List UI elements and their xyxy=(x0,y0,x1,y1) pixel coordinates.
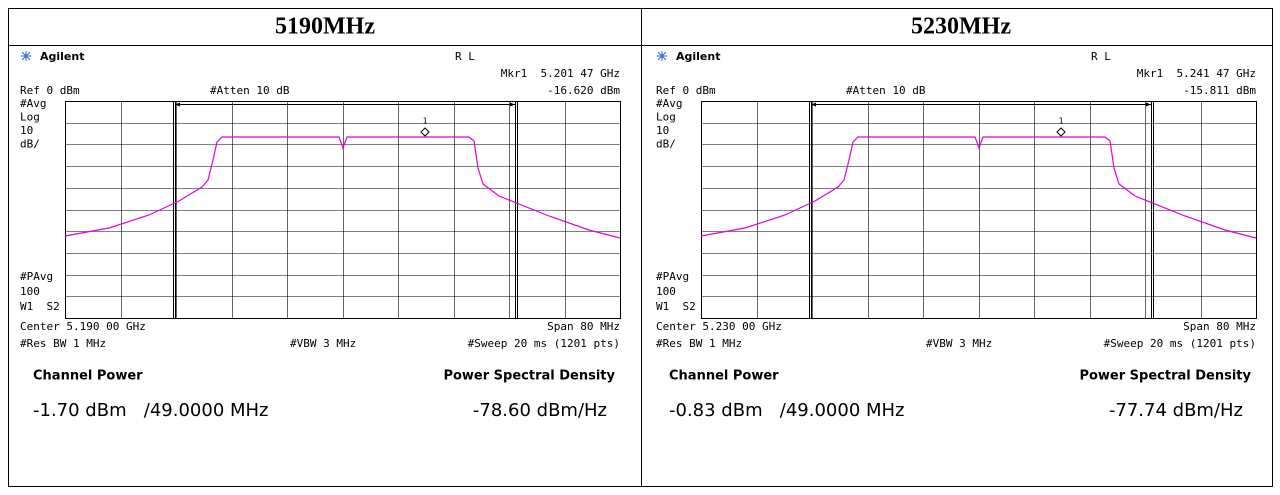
mode: R L xyxy=(1091,50,1111,63)
icon-ray xyxy=(657,51,667,61)
side-label: #Avg xyxy=(20,97,47,110)
attenuation: #Atten 10 dB xyxy=(846,84,926,97)
side-label: dB/ xyxy=(20,138,40,151)
side-label: #PAvg xyxy=(656,270,689,283)
side-label: W1 S2 xyxy=(20,300,60,313)
trace xyxy=(700,136,1257,239)
marker-level: -15.811 dBm xyxy=(1183,84,1256,97)
channel-power-value: -1.70 dBm /49.0000 MHz xyxy=(33,400,269,421)
rbw: #Res BW 1 MHz xyxy=(20,337,106,350)
side-label: Log xyxy=(656,111,676,124)
channel-power-value: -0.83 dBm /49.0000 MHz xyxy=(669,400,905,421)
vbw: #VBW 3 MHz xyxy=(290,337,356,350)
icon-ray xyxy=(21,51,31,61)
attenuation: #Atten 10 dB xyxy=(210,84,290,97)
sweep: #Sweep 20 ms (1201 pts) xyxy=(1104,337,1256,350)
brand: Agilent xyxy=(676,50,720,63)
side-label: 10 xyxy=(656,124,669,137)
center-freq: Center 5.230 00 GHz xyxy=(656,320,782,333)
table-border xyxy=(8,8,1273,487)
analyzer-screen: Agilent R L Mkr1 5.241 47 GHz Ref 0 dBm #Att… xyxy=(656,50,1257,421)
side-label: W1 S2 xyxy=(656,300,696,313)
marker-id: 1 xyxy=(423,117,428,126)
side-label: dB/ xyxy=(656,138,676,151)
graticule-frame xyxy=(65,101,621,319)
graticule-frame xyxy=(701,101,1257,319)
ref-level: Ref 0 dBm xyxy=(20,84,80,97)
side-label: Log xyxy=(20,111,40,124)
sweep: #Sweep 20 ms (1201 pts) xyxy=(468,337,620,350)
side-label: 100 xyxy=(656,285,676,298)
side-label: #Avg xyxy=(656,97,683,110)
channel-power-label: Channel Power xyxy=(33,369,143,384)
psd-value: -77.74 dBm/Hz xyxy=(1109,400,1243,421)
side-label: #PAvg xyxy=(20,270,53,283)
vbw: #VBW 3 MHz xyxy=(926,337,992,350)
span: Span 80 MHz xyxy=(547,320,620,333)
marker-diamond xyxy=(420,127,430,137)
psd-label: Power Spectral Density xyxy=(443,369,615,384)
span: Span 80 MHz xyxy=(1183,320,1256,333)
center-freq: Center 5.190 00 GHz xyxy=(20,320,146,333)
trace xyxy=(64,136,621,239)
marker-readout: Mkr1 5.241 47 GHz xyxy=(1137,67,1256,80)
analyzer-screen: Agilent R L Mkr1 5.201 47 GHz Ref 0 dBm #Att… xyxy=(20,50,621,421)
side-label: 10 xyxy=(20,124,33,137)
channel-power-label: Channel Power xyxy=(669,369,779,384)
brand-icon xyxy=(21,51,31,61)
brand-icon xyxy=(657,51,667,61)
panel-title: 5190MHz xyxy=(275,14,375,40)
rbw: #Res BW 1 MHz xyxy=(656,337,742,350)
side-label: 100 xyxy=(20,285,40,298)
marker-level: -16.620 dBm xyxy=(547,84,620,97)
mode: R L xyxy=(455,50,475,63)
marker-id: 1 xyxy=(1059,117,1064,126)
psd-value: -78.60 dBm/Hz xyxy=(473,400,607,421)
brand: Agilent xyxy=(40,50,84,63)
psd-label: Power Spectral Density xyxy=(1079,369,1251,384)
panel-title: 5230MHz xyxy=(911,14,1011,40)
ref-level: Ref 0 dBm xyxy=(656,84,716,97)
marker-readout: Mkr1 5.201 47 GHz xyxy=(501,67,620,80)
marker-diamond xyxy=(1056,127,1066,137)
